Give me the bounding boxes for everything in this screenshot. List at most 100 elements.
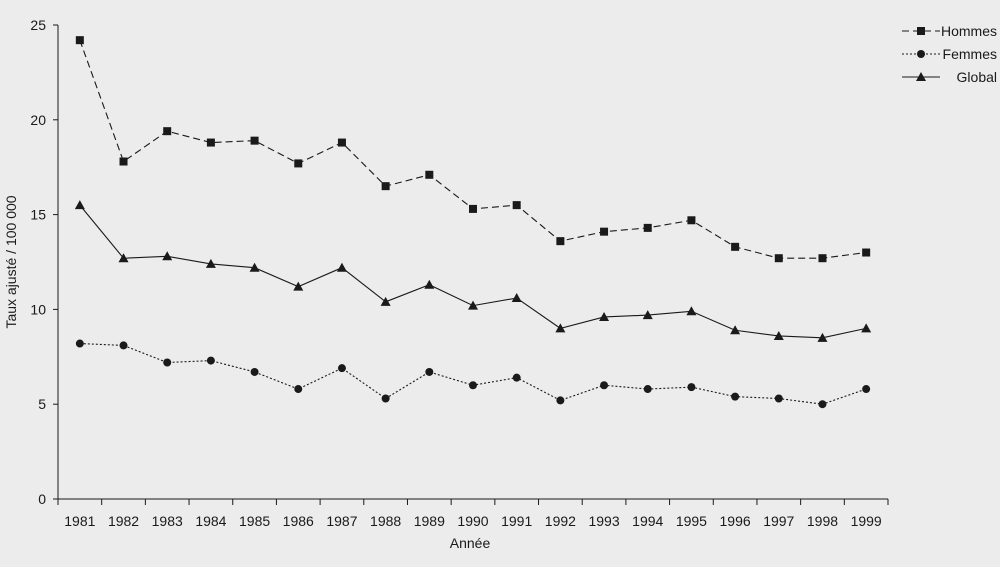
data-point-femmes: [381, 394, 390, 403]
data-point-global: [74, 200, 85, 210]
data-point-global: [511, 293, 522, 303]
data-point-hommes: [163, 127, 172, 136]
data-point-femmes: [469, 381, 477, 390]
data-point-hommes: [469, 204, 477, 213]
x-tick-label: 1996: [720, 513, 751, 529]
data-point-femmes: [774, 394, 783, 403]
data-point-femmes: [425, 367, 434, 376]
series-group: [74, 36, 872, 409]
x-tick-label: 1998: [807, 513, 838, 529]
data-point-global: [773, 330, 784, 340]
data-point-hommes: [731, 242, 740, 251]
x-tick-label: 1991: [501, 513, 532, 529]
data-point-femmes: [643, 385, 652, 394]
data-point-global: [205, 258, 216, 268]
series-line-hommes: [79, 39, 867, 259]
data-point-femmes: [75, 339, 84, 348]
x-tick-label: 1993: [588, 513, 619, 529]
legend-item-femmes: Femmes: [902, 46, 997, 62]
legend-label-hommes: Hommes: [941, 23, 997, 39]
data-point-hommes: [119, 157, 128, 166]
data-point-hommes: [250, 136, 259, 145]
x-tick-label: 1999: [851, 513, 882, 529]
y-tick-label: 10: [30, 301, 46, 317]
legend-label-femmes: Femmes: [943, 46, 997, 62]
y-tick-label: 15: [30, 207, 46, 223]
data-point-global: [861, 323, 872, 333]
data-point-hommes: [556, 237, 565, 246]
x-tick-label: 1983: [152, 513, 183, 529]
data-point-global: [162, 251, 173, 261]
x-tick-label: 1986: [283, 513, 314, 529]
legend-label-global: Global: [957, 69, 997, 85]
data-point-global: [336, 262, 347, 272]
legend: Hommes Femmes Global: [902, 23, 997, 85]
data-point-hommes: [600, 227, 609, 236]
data-point-hommes: [337, 138, 346, 147]
axes: 0 5 10 15 20 25 1981 1982 1983 1984 1985 1986 1987 19…: [30, 17, 889, 529]
series-line-global: [79, 204, 867, 339]
x-tick-label: 1994: [632, 513, 663, 529]
data-point-hommes: [862, 248, 871, 257]
data-point-femmes: [512, 373, 521, 382]
y-tick-label: 25: [30, 17, 46, 33]
data-point-femmes: [600, 381, 609, 390]
y-tick-label: 0: [38, 491, 46, 507]
y-tick-label: 20: [30, 112, 46, 128]
data-point-hommes: [774, 254, 783, 263]
data-point-global: [424, 279, 435, 289]
data-point-hommes: [294, 159, 303, 168]
x-tick-label: 1989: [414, 513, 445, 529]
data-point-global: [599, 311, 610, 321]
series-femmes: [75, 339, 871, 409]
data-point-femmes: [294, 385, 303, 394]
data-point-hommes: [643, 223, 652, 232]
data-point-global: [686, 306, 697, 316]
legend-marker-global: [916, 72, 926, 81]
x-tick-label: 1987: [326, 513, 357, 529]
data-point-hommes: [75, 36, 84, 45]
x-tick-label: 1997: [763, 513, 794, 529]
data-point-global: [817, 332, 828, 342]
data-point-hommes: [206, 138, 215, 147]
data-point-hommes: [425, 170, 434, 179]
data-point-global: [730, 325, 741, 335]
data-point-global: [249, 262, 260, 272]
x-tick-label: 1988: [370, 513, 401, 529]
x-tick-label: 1992: [545, 513, 576, 529]
x-tick-label: 1981: [64, 513, 95, 529]
series-hommes: [75, 36, 871, 263]
series-global: [74, 200, 872, 342]
x-tick-label: 1995: [676, 513, 707, 529]
x-tick-label: 1985: [239, 513, 270, 529]
legend-marker-femmes: [917, 50, 925, 58]
data-point-femmes: [687, 383, 696, 392]
data-point-femmes: [731, 392, 740, 401]
series-line-femmes: [79, 342, 867, 405]
data-point-femmes: [250, 367, 259, 376]
data-point-femmes: [163, 358, 172, 367]
data-point-hommes: [818, 254, 827, 263]
data-point-hommes: [512, 201, 521, 210]
data-point-femmes: [337, 364, 346, 373]
data-point-global: [468, 300, 478, 310]
data-point-femmes: [119, 341, 128, 350]
legend-item-global: Global: [902, 69, 997, 85]
data-point-hommes: [381, 182, 390, 191]
data-point-hommes: [687, 216, 696, 225]
y-axis-title: Taux ajusté / 100 000: [3, 195, 19, 328]
x-tick-label: 1990: [457, 513, 488, 529]
data-point-global: [118, 253, 129, 263]
data-point-femmes: [556, 396, 565, 405]
data-point-femmes: [862, 385, 871, 394]
data-point-femmes: [206, 356, 215, 365]
x-axis-title: Année: [450, 535, 491, 551]
x-tick-label: 1982: [108, 513, 139, 529]
y-tick-label: 5: [38, 396, 46, 412]
data-point-femmes: [818, 400, 827, 409]
data-point-global: [293, 281, 304, 291]
data-point-global: [555, 323, 566, 333]
legend-marker-hommes: [917, 27, 925, 35]
legend-item-hommes: Hommes: [902, 23, 997, 39]
